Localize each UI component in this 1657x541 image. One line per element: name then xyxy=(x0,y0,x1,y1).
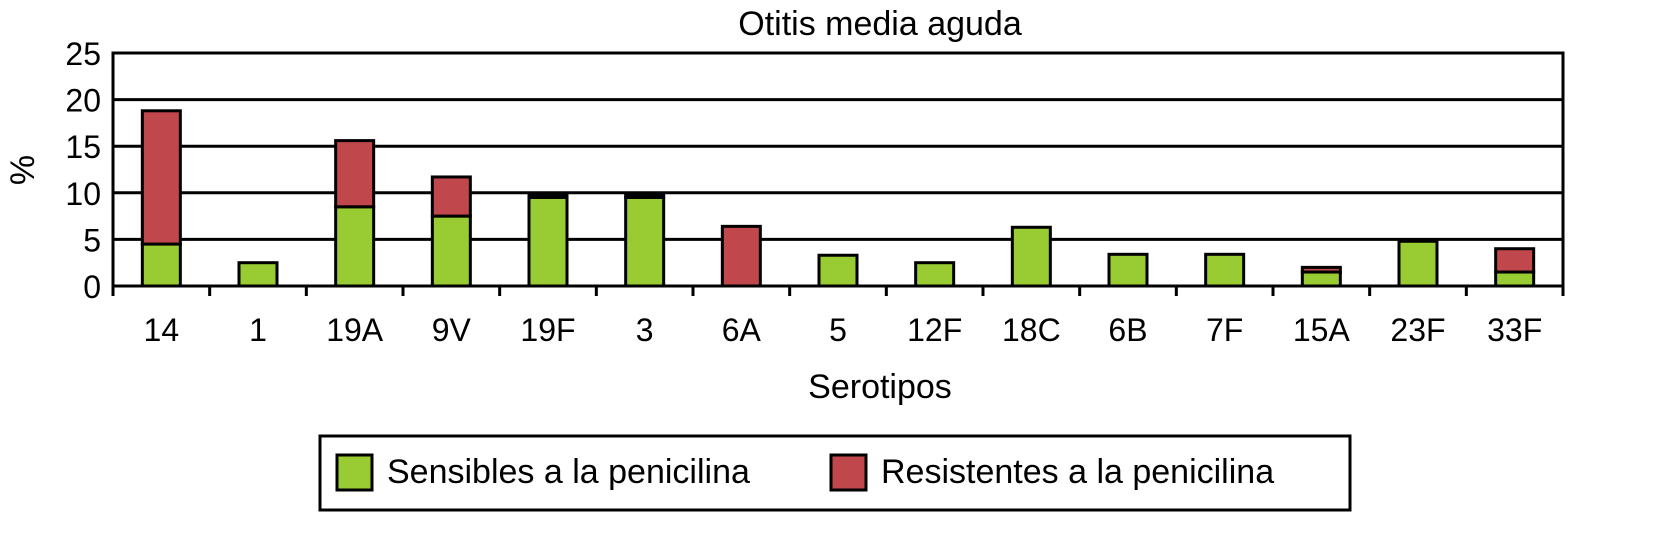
x-tick-label: 9V xyxy=(432,312,472,348)
bar-sensibles-33F xyxy=(1494,270,1536,288)
y-tick-label: 15 xyxy=(65,129,101,165)
bar-resistentes-9V xyxy=(430,175,472,218)
x-tick-label: 5 xyxy=(829,312,847,348)
x-tick-label: 7F xyxy=(1206,312,1243,348)
x-axis-label: Serotipos xyxy=(808,368,952,406)
x-tick-label: 19A xyxy=(326,312,384,348)
y-tick-label: 10 xyxy=(65,176,101,212)
bar-resistentes-19F xyxy=(527,193,569,199)
bar-sensibles-19A xyxy=(334,205,376,288)
legend-swatch-resistentes xyxy=(829,453,868,492)
x-tick-label: 14 xyxy=(144,312,180,348)
x-tick-label: 15A xyxy=(1293,312,1351,348)
bar-sensibles-12F xyxy=(914,261,956,288)
legend-swatch-sensibles xyxy=(335,453,374,492)
chart-title: Otitis media aguda xyxy=(738,5,1022,43)
bar-sensibles-15A xyxy=(1300,270,1342,288)
y-axis-label: % xyxy=(4,155,42,185)
bar-resistentes-6A xyxy=(720,224,762,288)
x-tick-label: 6B xyxy=(1108,312,1147,348)
bar-sensibles-5 xyxy=(817,253,859,288)
bar-sensibles-9V xyxy=(430,214,472,288)
bar-sensibles-6B xyxy=(1107,252,1149,288)
y-tick-label: 25 xyxy=(65,36,101,72)
x-tick-label: 19F xyxy=(520,312,575,348)
y-tick-label: 0 xyxy=(83,269,101,305)
plot-area: 0 5 10 15 20 25 14 1 19A 9V 19F 3 6A 5 12F 18C 6B 7F 15A 23… xyxy=(65,36,1565,348)
x-tick-label: 33F xyxy=(1487,312,1542,348)
bar-sensibles-1 xyxy=(237,261,279,288)
legend: Sensibles a la penicilina Resistentes a l… xyxy=(318,434,1352,512)
bar-sensibles-18C xyxy=(1010,225,1052,288)
bar-sensibles-14 xyxy=(140,242,182,288)
bar-sensibles-3 xyxy=(624,195,666,288)
x-tick-label: 1 xyxy=(249,312,267,348)
x-tick-label: 12F xyxy=(907,312,962,348)
bar-sensibles-7F xyxy=(1204,252,1246,288)
x-tick-label: 18C xyxy=(1002,312,1061,348)
bar-resistentes-3 xyxy=(624,193,666,199)
bar-sensibles-19F xyxy=(527,195,569,288)
plot-frame xyxy=(111,51,1565,288)
x-tick-label: 6A xyxy=(722,312,762,348)
bar-resistentes-15A xyxy=(1300,265,1342,274)
x-tick-label: 3 xyxy=(636,312,654,348)
bar-sensibles-23F xyxy=(1397,239,1439,288)
legend-label-resistentes: Resistentes a la penicilina xyxy=(881,453,1274,491)
y-tick-label: 20 xyxy=(65,83,101,119)
bar-resistentes-33F xyxy=(1494,247,1536,274)
x-tick-label: 23F xyxy=(1390,312,1445,348)
bar-resistentes-19A xyxy=(334,139,376,209)
y-tick-label: 5 xyxy=(83,222,101,258)
bar-resistentes-14 xyxy=(140,109,182,246)
legend-label-sensibles: Sensibles a la penicilina xyxy=(387,453,750,491)
